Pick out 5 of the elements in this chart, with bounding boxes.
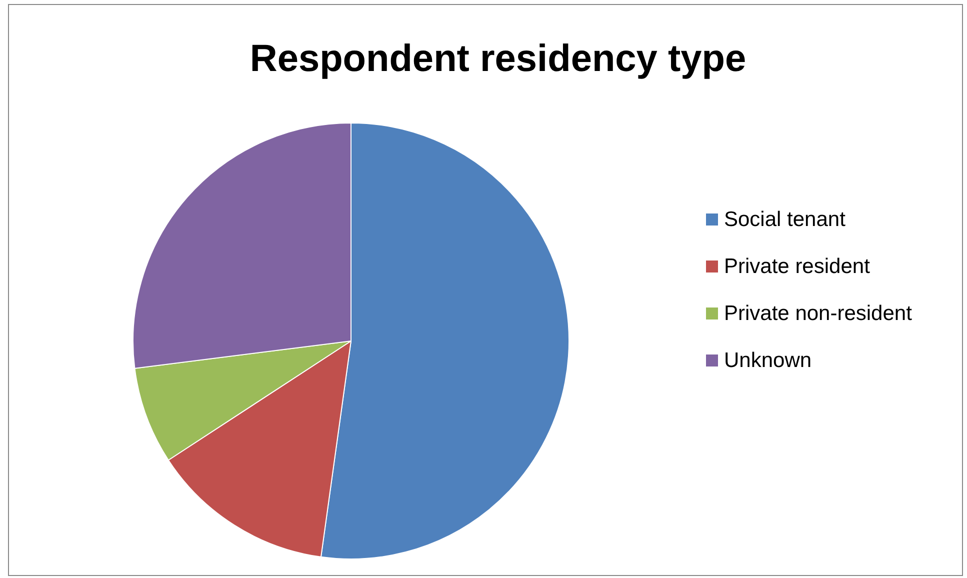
- chart-title: Respondent residency type: [250, 38, 746, 80]
- legend-label: Unknown: [724, 349, 812, 372]
- legend-label: Private non-resident: [724, 302, 912, 325]
- legend-label: Private resident: [724, 255, 870, 278]
- legend-label: Social tenant: [724, 208, 846, 231]
